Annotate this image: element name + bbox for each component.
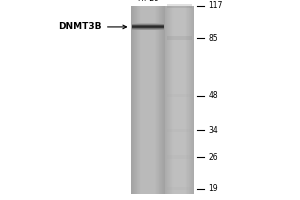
Bar xyxy=(182,6,183,194)
Bar xyxy=(138,6,139,194)
Bar xyxy=(177,6,178,194)
Text: HT-29: HT-29 xyxy=(137,0,159,3)
Bar xyxy=(158,6,159,194)
Bar xyxy=(133,6,134,194)
Bar xyxy=(134,6,135,194)
Bar xyxy=(193,6,194,194)
Bar xyxy=(190,6,191,194)
Bar xyxy=(144,6,145,194)
Bar xyxy=(149,6,150,194)
Bar xyxy=(168,6,169,194)
Bar xyxy=(189,6,190,194)
Bar xyxy=(181,6,182,194)
Bar xyxy=(154,6,155,194)
Bar xyxy=(132,6,133,194)
Bar xyxy=(186,6,187,194)
Bar xyxy=(175,6,176,194)
Bar xyxy=(137,6,138,194)
Text: 26: 26 xyxy=(208,153,218,162)
Bar xyxy=(183,6,184,194)
Bar xyxy=(171,6,172,194)
Text: 85: 85 xyxy=(208,34,218,43)
Bar xyxy=(132,28,164,29)
Bar xyxy=(150,6,151,194)
Bar xyxy=(161,6,162,194)
Bar xyxy=(136,6,137,194)
Bar xyxy=(131,6,132,194)
Bar xyxy=(132,27,164,28)
Bar xyxy=(146,6,147,194)
Bar xyxy=(166,6,167,194)
Bar xyxy=(167,187,192,190)
Bar xyxy=(141,6,142,194)
Bar xyxy=(184,6,185,194)
Bar xyxy=(135,6,136,194)
Bar xyxy=(155,6,156,194)
Bar xyxy=(167,129,192,132)
Bar xyxy=(157,6,158,194)
Bar xyxy=(132,24,164,25)
Bar xyxy=(160,6,161,194)
Bar xyxy=(153,6,154,194)
Bar xyxy=(130,6,131,194)
Bar xyxy=(142,6,143,194)
Bar xyxy=(178,6,179,194)
Bar xyxy=(165,6,166,194)
Bar xyxy=(140,6,141,194)
Bar xyxy=(148,6,149,194)
Bar xyxy=(132,25,164,26)
Bar xyxy=(167,94,192,97)
Bar xyxy=(132,23,164,24)
Bar xyxy=(139,6,140,194)
Bar xyxy=(159,6,160,194)
Bar xyxy=(179,6,180,194)
Bar xyxy=(147,6,148,194)
Text: DNMT3B: DNMT3B xyxy=(58,22,127,31)
Text: 19: 19 xyxy=(208,184,218,193)
Bar xyxy=(187,6,188,194)
Bar xyxy=(145,6,146,194)
Bar xyxy=(143,6,144,194)
Bar xyxy=(191,6,192,194)
Bar xyxy=(132,26,164,27)
Bar xyxy=(164,6,165,194)
Bar xyxy=(176,6,177,194)
Bar xyxy=(169,6,170,194)
Bar xyxy=(172,6,173,194)
Bar xyxy=(180,6,181,194)
Bar xyxy=(167,36,192,40)
Bar xyxy=(192,6,193,194)
Bar xyxy=(167,6,168,194)
Text: 117: 117 xyxy=(208,1,223,10)
Bar xyxy=(136,6,137,194)
Bar xyxy=(152,6,153,194)
Text: 34: 34 xyxy=(208,126,218,135)
Bar xyxy=(156,6,157,194)
Bar xyxy=(188,6,189,194)
Bar xyxy=(185,6,186,194)
Bar xyxy=(169,6,170,194)
Bar xyxy=(132,29,164,30)
Bar xyxy=(167,155,192,159)
Bar xyxy=(163,6,164,194)
Text: 48: 48 xyxy=(208,91,218,100)
Bar xyxy=(174,6,175,194)
Bar xyxy=(151,6,152,194)
Bar xyxy=(162,6,163,194)
Bar xyxy=(161,6,162,194)
Bar xyxy=(167,4,192,8)
Bar xyxy=(170,6,171,194)
